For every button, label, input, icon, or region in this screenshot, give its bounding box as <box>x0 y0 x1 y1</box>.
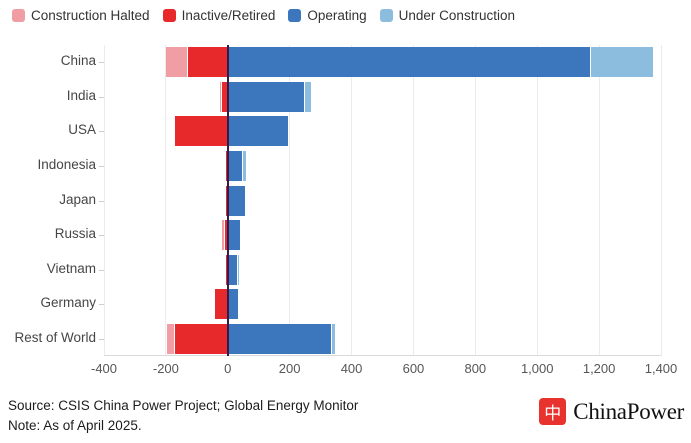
bar-segment-india-operating[interactable] <box>227 81 304 112</box>
x-tick-label: 800 <box>464 361 487 376</box>
bar-segment-china-under-construction[interactable] <box>590 47 654 78</box>
gridline <box>289 45 291 356</box>
category-label-usa: USA <box>68 122 96 138</box>
bar-segment-china-operating[interactable] <box>227 47 590 78</box>
bar-segment-indonesia-under-construction[interactable] <box>242 150 247 181</box>
legend-swatch-icon <box>379 9 393 22</box>
bar-segment-rest-of-world-under-construction[interactable] <box>332 323 335 354</box>
bar-segment-russia-operating[interactable] <box>227 220 241 251</box>
bar-segment-china-construction-halted[interactable] <box>165 47 187 78</box>
chinapower-logo: 中 ChinaPower <box>539 398 684 425</box>
x-tick-label: 1,000 <box>520 361 554 376</box>
x-tick-label: 600 <box>402 361 425 376</box>
legend-label: Inactive/Retired <box>181 8 276 23</box>
plot-area <box>103 45 662 356</box>
y-tick <box>99 62 104 64</box>
bar-segment-usa-inactive-retired[interactable] <box>175 116 228 147</box>
legend-item-under-construction[interactable]: Under Construction <box>379 8 515 23</box>
gridline <box>351 45 353 356</box>
note-text: Note: As of April 2025. <box>8 418 142 433</box>
x-tick-label: 200 <box>278 361 301 376</box>
category-label-vietnam: Vietnam <box>46 260 96 276</box>
bar-segment-russia-construction-halted[interactable] <box>221 220 224 251</box>
chinapower-logo-icon: 中 <box>539 398 567 425</box>
legend-item-construction-halted[interactable]: Construction Halted <box>12 8 150 23</box>
chinapower-logo-text: ChinaPower <box>573 398 684 424</box>
bar-segment-rest-of-world-inactive-retired[interactable] <box>175 323 228 354</box>
legend-label: Under Construction <box>398 8 515 23</box>
x-tick-label: -400 <box>90 361 118 376</box>
bar-segment-germany-operating[interactable] <box>227 289 238 320</box>
bar-segment-india-inactive-retired[interactable] <box>221 81 228 112</box>
bar-segment-india-construction-halted[interactable] <box>220 81 221 112</box>
legend-label: Construction Halted <box>31 8 150 23</box>
x-tick-label: 0 <box>224 361 232 376</box>
bar-segment-rest-of-world-operating[interactable] <box>227 323 332 354</box>
legend-item-inactive-retired[interactable]: Inactive/Retired <box>162 8 276 23</box>
zero-axis-line <box>226 45 229 356</box>
bar-segment-vietnam-inactive-retired[interactable] <box>225 254 228 285</box>
legend-swatch-icon <box>12 9 25 22</box>
bar-segment-vietnam-operating[interactable] <box>227 254 237 285</box>
y-tick <box>99 96 104 98</box>
gridline <box>165 45 167 356</box>
bar-segment-rest-of-world-construction-halted[interactable] <box>167 323 175 354</box>
y-tick <box>99 165 104 167</box>
gridline <box>103 45 105 356</box>
category-label-japan: Japan <box>59 191 96 207</box>
y-tick <box>99 304 104 306</box>
legend-item-operating[interactable]: Operating <box>288 8 367 23</box>
x-axis-line <box>104 355 661 356</box>
legend-swatch-icon <box>288 9 302 22</box>
category-label-india: India <box>66 87 96 103</box>
y-tick <box>99 200 104 202</box>
y-tick <box>99 338 104 340</box>
bar-segment-germany-inactive-retired[interactable] <box>215 289 228 320</box>
gridline <box>598 45 600 356</box>
bar-segment-vietnam-under-construction[interactable] <box>237 254 240 285</box>
legend: Construction Halted Inactive/Retired Opera… <box>12 8 515 23</box>
y-tick <box>99 235 104 237</box>
category-label-china: China <box>60 53 96 69</box>
gridline <box>536 45 538 356</box>
source-text: Source: CSIS China Power Project; Global… <box>8 398 359 413</box>
bar-segment-russia-inactive-retired[interactable] <box>224 220 228 251</box>
legend-swatch-icon <box>162 9 176 22</box>
category-label-indonesia: Indonesia <box>37 156 96 172</box>
bar-segment-usa-operating[interactable] <box>227 116 289 147</box>
x-tick-label: -200 <box>152 361 179 376</box>
x-tick-label: 1,200 <box>582 361 616 376</box>
bar-segment-indonesia-operating[interactable] <box>227 150 242 181</box>
gridline <box>474 45 476 356</box>
legend-label: Operating <box>307 8 367 23</box>
x-tick-label: 1,400 <box>644 361 678 376</box>
x-tick-label: 400 <box>340 361 363 376</box>
bar-segment-china-inactive-retired[interactable] <box>187 47 228 78</box>
footer: Source: CSIS China Power Project; Global… <box>8 396 358 436</box>
category-label-germany: Germany <box>40 295 96 311</box>
category-label-rest-of-world: Rest of World <box>14 329 96 345</box>
y-tick <box>99 269 104 271</box>
category-label-russia: Russia <box>54 226 96 242</box>
gridline <box>412 45 414 356</box>
bar-segment-japan-operating[interactable] <box>227 185 246 216</box>
gridline <box>660 45 662 356</box>
bar-segment-india-under-construction[interactable] <box>304 81 312 112</box>
y-tick <box>99 131 104 133</box>
